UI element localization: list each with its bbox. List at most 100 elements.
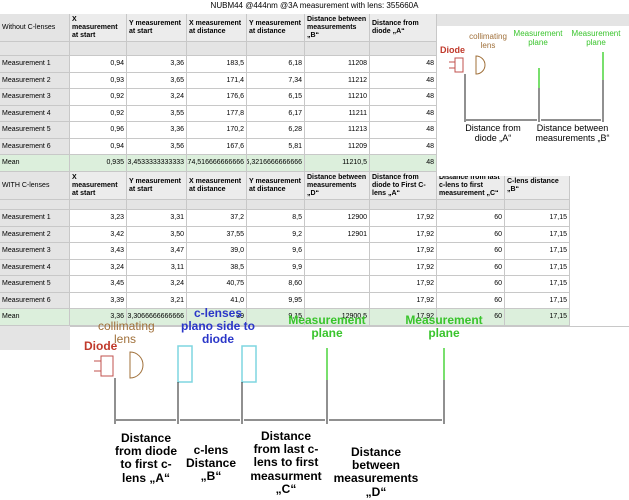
header-cell: Distance between measurements „B“ <box>305 14 370 42</box>
table-cell: 6,3216666666666 <box>247 155 305 172</box>
table-cell: 48 <box>370 155 437 172</box>
table-cell: 37,2 <box>187 210 247 227</box>
blank-cell <box>70 42 127 56</box>
table-cell: 3,39 <box>70 292 127 309</box>
table-cell: 48 <box>370 56 437 73</box>
blank-cell <box>437 200 505 210</box>
table-cell: 11209 <box>305 138 370 155</box>
table-cell: 183,5 <box>187 56 247 73</box>
table-cell: 0,96 <box>70 122 127 139</box>
blank-cell <box>370 42 437 56</box>
header-cell: X measurement at distance <box>187 172 247 200</box>
table-cell: Measurement 1 <box>0 56 70 73</box>
table-cell: 17,15 <box>505 309 570 326</box>
table-cell: 0,92 <box>70 89 127 106</box>
header-cell: Distance from diode to First C-lens „A“ <box>370 172 437 200</box>
table-cell: 3,24 <box>70 259 127 276</box>
table-cell: 6,17 <box>247 105 305 122</box>
label-lens: collimating lens <box>469 32 507 50</box>
header-cell: C-lens distance „B“ <box>505 172 570 200</box>
table-cell <box>305 276 370 293</box>
table-cell: 8,60 <box>247 276 305 293</box>
table-cell: 3,43 <box>70 243 127 260</box>
table-cell: 3,36 <box>127 56 187 73</box>
table-cell: 11211 <box>305 105 370 122</box>
table-cell: 48 <box>370 105 437 122</box>
blank-cell <box>247 42 305 56</box>
blank-cell <box>505 200 570 210</box>
blank-cell <box>370 200 437 210</box>
table-cell: 3,24 <box>127 276 187 293</box>
table-cell: 17,15 <box>505 210 570 227</box>
blank-cell <box>305 200 370 210</box>
table-cell: 48 <box>370 122 437 139</box>
diagram-box <box>437 26 629 176</box>
table-cell: 48 <box>370 138 437 155</box>
table-cell <box>305 243 370 260</box>
table-cell: 9,6 <box>247 243 305 260</box>
table-cell: 3,3066666666666 <box>127 309 187 326</box>
table-cell: 3,42 <box>70 226 127 243</box>
table-cell: 17,15 <box>505 243 570 260</box>
table-cell: Measurement 2 <box>0 72 70 89</box>
table-cell: 3,47 <box>127 243 187 260</box>
table-cell: 41,0 <box>187 292 247 309</box>
table-cell: Measurement 5 <box>0 122 70 139</box>
table-cell: 3,11 <box>127 259 187 276</box>
label-plane: Measurement plane <box>571 29 621 47</box>
table-cell: Mean <box>0 309 70 326</box>
table-cell: Measurement 5 <box>0 276 70 293</box>
table-cell: 7,34 <box>247 72 305 89</box>
table-cell: 11210,5 <box>305 155 370 172</box>
table-cell: 0,94 <box>70 56 127 73</box>
label-distance: Distance between measurements „D“ <box>333 445 419 499</box>
table-cell: 9,2 <box>247 226 305 243</box>
table-cell: 3,4533333333333 <box>127 155 187 172</box>
table-cell: Measurement 6 <box>0 292 70 309</box>
table-cell: 38,5 <box>187 259 247 276</box>
label-plane: Measurement plane <box>288 313 366 341</box>
label-distance: Distance from diode „A“ <box>465 123 521 143</box>
blank-cell <box>70 200 127 210</box>
label-plane: Measurement plane <box>513 29 563 47</box>
table-cell: Measurement 3 <box>0 89 70 106</box>
table-cell: 39 <box>187 309 247 326</box>
header-cell: X measurement at start <box>70 14 127 42</box>
table-cell: 9,15 <box>247 309 305 326</box>
label-distance: Distance between measurements „B“ <box>535 123 610 143</box>
blank-cell <box>0 42 70 56</box>
table-cell: 40,75 <box>187 276 247 293</box>
table-cell: 17,15 <box>505 226 570 243</box>
table-cell: 60 <box>437 259 505 276</box>
table-cell: 39,0 <box>187 243 247 260</box>
label-lens: collimating lens <box>98 319 155 347</box>
title: NUBM44 @444nm @3A measurement with lens:… <box>210 1 419 10</box>
label-diode: Diode <box>440 45 466 55</box>
header-cell: Y measurement at start <box>127 172 187 200</box>
header-cell: Without C-lenses <box>0 14 70 42</box>
table-cell: 176,6 <box>187 89 247 106</box>
table-cell: 6,15 <box>247 89 305 106</box>
table-cell: 17,92 <box>370 276 437 293</box>
table-cell: 170,2 <box>187 122 247 139</box>
table-cell: 0,94 <box>70 138 127 155</box>
table-cell: 17,92 <box>370 292 437 309</box>
table-cell: 8,5 <box>247 210 305 227</box>
table-cell: 3,55 <box>127 105 187 122</box>
table-cell: 3,50 <box>127 226 187 243</box>
table-cell: Measurement 2 <box>0 226 70 243</box>
header-cell: Y measurement at start <box>127 14 187 42</box>
header-cell: X measurement at start <box>70 172 127 200</box>
table-cell: 6,28 <box>247 122 305 139</box>
label-distance: Distance from diode to first c-lens „A“ <box>115 431 177 485</box>
table-cell: 17,15 <box>505 259 570 276</box>
table-cell: 3,36 <box>127 122 187 139</box>
label-distance: Distance from last c-lens to first measu… <box>250 429 322 496</box>
blank-cell <box>187 200 247 210</box>
table-cell: 3,31 <box>127 210 187 227</box>
table-cell: 60 <box>437 292 505 309</box>
label-diode: Diode <box>84 339 118 353</box>
table-cell: 17,15 <box>505 292 570 309</box>
table-cell: 3,24 <box>127 89 187 106</box>
